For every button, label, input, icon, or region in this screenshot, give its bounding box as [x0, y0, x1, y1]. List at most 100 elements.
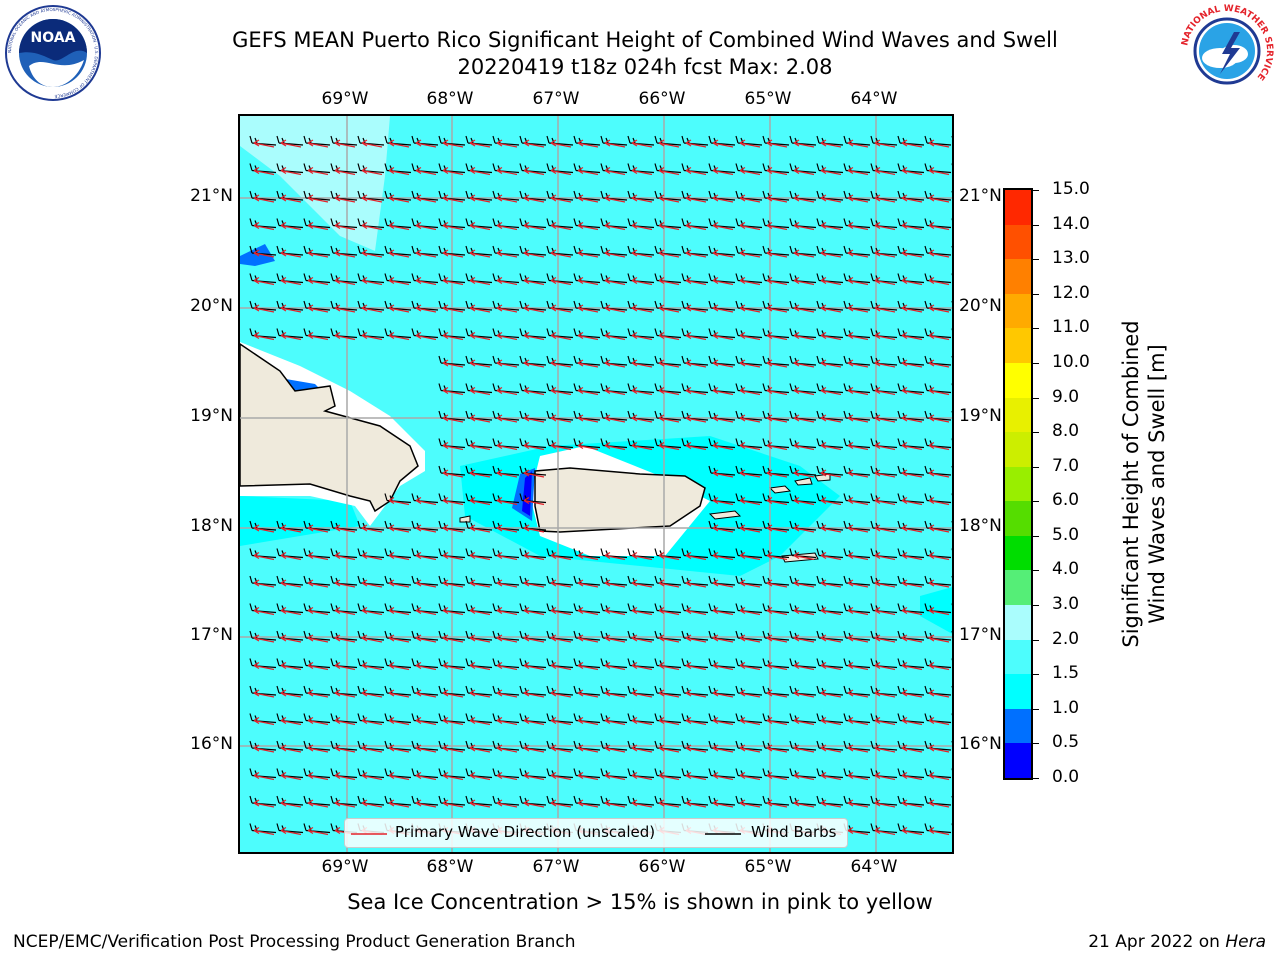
wind-barb	[897, 328, 925, 339]
wave-direction-arrow	[685, 771, 707, 781]
wave-direction-arrow	[658, 221, 680, 231]
wave-direction-arrow	[820, 249, 842, 258]
wave-direction-arrow	[577, 386, 599, 396]
wind-barb	[654, 135, 682, 146]
wind-barb	[492, 218, 520, 229]
wave-direction-arrow	[253, 634, 275, 643]
wind-barb	[735, 328, 763, 339]
wind-barb	[681, 355, 709, 366]
wind-barb	[465, 658, 493, 669]
wave-direction-arrow	[658, 799, 680, 808]
colorbar-tick-label: 6.0	[1052, 490, 1080, 511]
wave-direction-arrow	[442, 771, 464, 781]
wind-barb	[951, 301, 952, 304]
wave-direction-arrow	[820, 221, 842, 231]
wind-barb	[951, 136, 952, 139]
map-legend: Primary Wave Direction (unscaled) Wind B…	[344, 818, 848, 848]
wind-barb	[897, 795, 925, 806]
wind-barb	[249, 630, 277, 641]
wave-direction-arrow	[388, 579, 410, 588]
wind-barb	[924, 685, 952, 696]
wind-barb	[600, 603, 628, 614]
wave-direction-arrow	[550, 579, 572, 588]
wave-direction-arrow	[442, 331, 464, 341]
wind-barb	[789, 630, 817, 641]
wave-direction-arrow	[442, 139, 464, 148]
wave-direction-arrow	[361, 276, 383, 286]
wind-barb	[951, 686, 952, 689]
wind-barb	[951, 713, 952, 716]
wave-direction-arrow	[874, 359, 896, 368]
wind-barb	[654, 630, 682, 641]
wind-barb	[465, 245, 493, 256]
wave-direction-arrow	[415, 276, 437, 286]
wave-direction-arrow	[739, 331, 761, 341]
wind-barb	[789, 603, 817, 614]
wave-direction-arrow	[901, 799, 923, 808]
wave-direction-arrow	[550, 359, 572, 368]
wind-barb	[654, 163, 682, 174]
wave-direction-arrow	[658, 551, 680, 561]
wind-barb	[492, 795, 520, 806]
wave-direction-arrow	[685, 249, 707, 258]
wind-barb	[627, 768, 655, 779]
wave-direction-arrow	[280, 579, 302, 588]
wind-barb	[735, 713, 763, 724]
wind-barb	[573, 135, 601, 146]
wave-direction-arrow	[874, 634, 896, 643]
wind-barb	[951, 823, 952, 826]
wave-direction-arrow	[469, 166, 491, 176]
wave-direction-arrow	[631, 606, 653, 616]
wind-barb	[735, 245, 763, 256]
wave-direction-arrow	[685, 359, 707, 368]
wave-direction-arrow	[442, 276, 464, 286]
wave-direction-arrow	[820, 689, 842, 698]
wave-direction-arrow	[334, 524, 356, 533]
wind-barb	[789, 713, 817, 724]
map-panel[interactable]: Primary Wave Direction (unscaled) Wind B…	[238, 114, 954, 854]
colorbar-tick-label: 0.0	[1052, 767, 1080, 787]
wave-direction-arrow	[847, 469, 869, 478]
wind-barb	[870, 548, 898, 559]
wind-barb	[681, 603, 709, 614]
wind-barb	[708, 163, 736, 174]
wind-barb	[789, 355, 817, 366]
wave-direction-arrow	[334, 276, 356, 286]
wave-direction-arrow	[334, 744, 356, 753]
wave-direction-arrow	[712, 716, 734, 726]
wind-barb	[762, 218, 790, 229]
wind-barb	[357, 603, 385, 614]
wind-barb	[870, 218, 898, 229]
wind-barb	[762, 328, 790, 339]
wave-direction-arrow	[928, 744, 950, 753]
wind-barb	[303, 273, 331, 284]
wind-barb	[465, 768, 493, 779]
colorbar-segment	[1005, 466, 1031, 502]
wave-direction-arrow	[739, 359, 761, 368]
wave-direction-arrow	[928, 771, 950, 781]
wind-barb	[276, 603, 304, 614]
wave-direction-arrow	[847, 606, 869, 616]
wind-barb	[627, 575, 655, 586]
wave-direction-arrow	[874, 826, 896, 836]
wind-barb	[303, 630, 331, 641]
wind-barb	[789, 218, 817, 229]
wave-direction-arrow	[307, 826, 329, 836]
wind-barb	[573, 713, 601, 724]
wind-barb	[870, 713, 898, 724]
noaa-logo: NOAA NATIONAL OCEANIC AND ATMOSPHERIC AD…	[5, 5, 101, 101]
wind-barb	[843, 795, 871, 806]
wind-barb	[492, 163, 520, 174]
wind-barb	[762, 355, 790, 366]
wave-direction-arrow	[685, 304, 707, 313]
wave-direction-arrow	[793, 414, 815, 423]
wave-direction-arrow	[415, 166, 437, 176]
colorbar-tick-label: 1.0	[1052, 697, 1080, 718]
wind-barb	[384, 685, 412, 696]
wave-direction-arrow	[793, 276, 815, 286]
wind-barb	[573, 603, 601, 614]
wind-barb	[789, 328, 817, 339]
wind-barb	[249, 603, 277, 614]
wind-barb	[411, 630, 439, 641]
wind-barb	[303, 823, 331, 834]
